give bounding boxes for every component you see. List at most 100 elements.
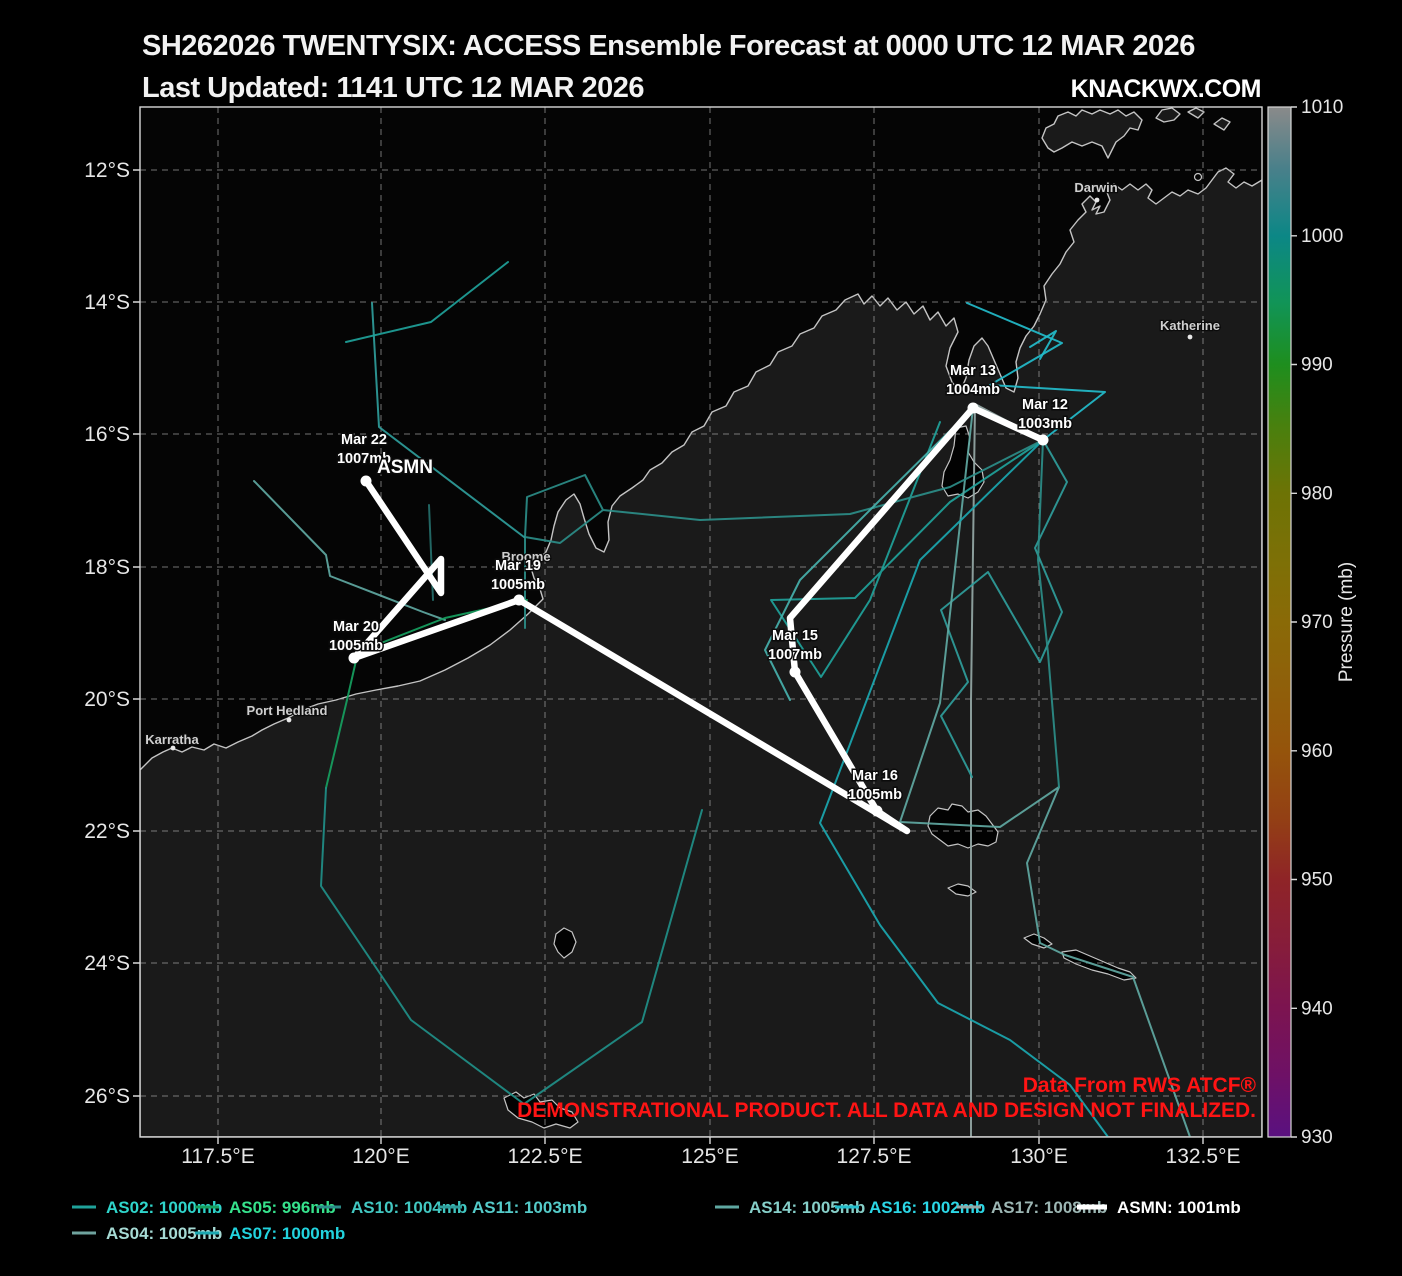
port-hedland-dot: [286, 717, 292, 723]
island-small-3: [1213, 117, 1231, 131]
label-mar22-pres: 1007mb: [337, 451, 391, 467]
label-mar12-date: Mar 12: [1022, 397, 1068, 413]
point-mar13: [967, 402, 979, 414]
track-member-nw: [371, 302, 525, 538]
legend: AS02: 1000mb AS05: 996mb AS10: 1004mb AS…: [72, 1198, 1241, 1243]
label-mar20-date: Mar 20: [333, 619, 379, 635]
katherine-dot: [1187, 334, 1193, 340]
track-member-loop: [320, 787, 703, 1105]
city-label-karratha: Karratha: [145, 732, 199, 747]
darwin-dot: [1094, 197, 1100, 203]
y-tick: 24°S: [84, 952, 130, 975]
x-axis-labels: 117.5°E 120°E 122.5°E 125°E 127.5°E 130°…: [181, 1145, 1240, 1168]
track-as02: [770, 421, 1044, 678]
point-mar19: [513, 594, 525, 606]
island-small-2: [1187, 107, 1205, 119]
cb-tick: 940: [1301, 998, 1333, 1019]
city-markers: Darwin Katherine Broome Port Hedland Kar…: [144, 179, 1221, 751]
cb-tick: 930: [1301, 1127, 1333, 1148]
asmn-track-points: [348, 402, 1049, 817]
axis-ticks: [133, 169, 1204, 1144]
label-mar20-pres: 1005mb: [329, 638, 383, 654]
legend-label-as05: AS05: 996mb: [229, 1198, 336, 1217]
cb-tick: 990: [1301, 355, 1333, 376]
x-tick: 130°E: [1010, 1145, 1067, 1168]
y-tick: 22°S: [84, 820, 130, 843]
label-mar16-pres: 1005mb: [848, 787, 902, 803]
city-label-port-hedland: Port Hedland: [247, 703, 328, 718]
island-tiwi: [1041, 109, 1143, 159]
broome-dot: [530, 564, 536, 570]
lake-small-2: [553, 927, 577, 959]
legend-label-as02: AS02: 1000mb: [106, 1198, 222, 1217]
label-asmn: ASMN: [377, 457, 433, 478]
label-mar13-pres: 1004mb: [946, 382, 1000, 398]
track-as10: [1037, 439, 1060, 788]
colorbar-title: Pressure (mb): [1336, 562, 1357, 682]
cb-tick: 1000: [1301, 226, 1343, 247]
track-as14: [899, 407, 1191, 1137]
point-mar16: [871, 805, 883, 817]
cb-tick: 980: [1301, 483, 1333, 504]
track-as11: [940, 439, 1068, 778]
asmn-point-labels: Mar 12 1003mb Mar 13 1004mb Mar 15 1007m…: [327, 362, 1073, 805]
label-mar16-date: Mar 16: [852, 768, 898, 784]
brand-watermark: KNACKWX.COM: [1071, 75, 1261, 103]
axes-frame: [139, 106, 1263, 1138]
legend-label-as04: AS04: 1005mb: [106, 1224, 222, 1243]
island-ring: [1193, 172, 1203, 182]
x-tick: 132.5°E: [1166, 1145, 1241, 1168]
page-subtitle: Last Updated: 1141 UTC 12 MAR 2026: [142, 72, 644, 104]
city-label-broome: Broome: [501, 549, 550, 564]
cb-tick: 970: [1301, 612, 1333, 633]
y-tick: 18°S: [84, 556, 130, 579]
point-mar20: [348, 652, 360, 664]
label-mar15-pres: 1007mb: [768, 647, 822, 663]
legend-label-as14: AS14: 1005mb: [749, 1198, 865, 1217]
legend-label-asmn: ASMN: 1001mb: [1117, 1198, 1241, 1217]
lake-small-1: [947, 883, 977, 897]
y-tick: 12°S: [84, 159, 130, 182]
y-axis-labels: 12°S 14°S 16°S 18°S 20°S 22°S 24°S 26°S: [84, 159, 130, 1108]
label-mar22-date: Mar 22: [341, 432, 387, 448]
label-mar19-pres: 1005mb: [491, 577, 545, 593]
city-label-katherine: Katherine: [1160, 318, 1220, 333]
label-mar13-date: Mar 13: [950, 363, 996, 379]
karratha-dot: [170, 745, 176, 751]
legend-label-as16: AS16: 1002mb: [869, 1198, 985, 1217]
track-as07: [819, 439, 1109, 1137]
cb-tick: 960: [1301, 741, 1333, 762]
point-mar12: [1037, 434, 1049, 446]
colorbar: 1010 1000 990 980 970 960 950 940 930 Pr…: [1267, 97, 1357, 1148]
x-tick: 125°E: [681, 1145, 738, 1168]
x-tick: 120°E: [352, 1145, 409, 1168]
track-asmn-mean: [350, 404, 1047, 835]
city-label-darwin: Darwin: [1074, 180, 1117, 195]
x-tick: 127.5°E: [837, 1145, 912, 1168]
track-member-nw2: [345, 261, 509, 343]
disclaimer-line2: DEMONSTRATIONAL PRODUCT. ALL DATA AND DE…: [517, 1099, 1256, 1122]
track-as16-b: [1029, 330, 1057, 360]
y-tick: 20°S: [84, 688, 130, 711]
track-member-w: [253, 480, 446, 621]
label-mar15-date: Mar 15: [772, 628, 818, 644]
point-mar22: [360, 475, 372, 487]
cb-tick: 1010: [1301, 97, 1343, 118]
label-mar19-date: Mar 19: [495, 558, 541, 574]
legend-label-as11: AS11: 1003mb: [472, 1198, 587, 1217]
y-tick: 16°S: [84, 423, 130, 446]
colorbar-gradient: [1267, 106, 1292, 1138]
y-tick: 26°S: [84, 1085, 130, 1108]
point-mar15: [789, 666, 801, 678]
x-tick: 117.5°E: [181, 1145, 254, 1168]
legend-label-as07: AS07: 1000mb: [229, 1224, 345, 1243]
track-member-mid: [764, 407, 974, 701]
legend-label-as17: AS17: 1008mb: [991, 1198, 1107, 1217]
label-mar12-pres: 1003mb: [1018, 416, 1072, 432]
legend-label-as10: AS10: 1004mb: [351, 1198, 467, 1217]
island-small-1: [1155, 107, 1181, 123]
page-title: SH262026 TWENTYSIX: ACCESS Ensemble Fore…: [142, 30, 1195, 62]
disclaimer-line1: Data From RWS ATCF®: [1023, 1074, 1257, 1097]
